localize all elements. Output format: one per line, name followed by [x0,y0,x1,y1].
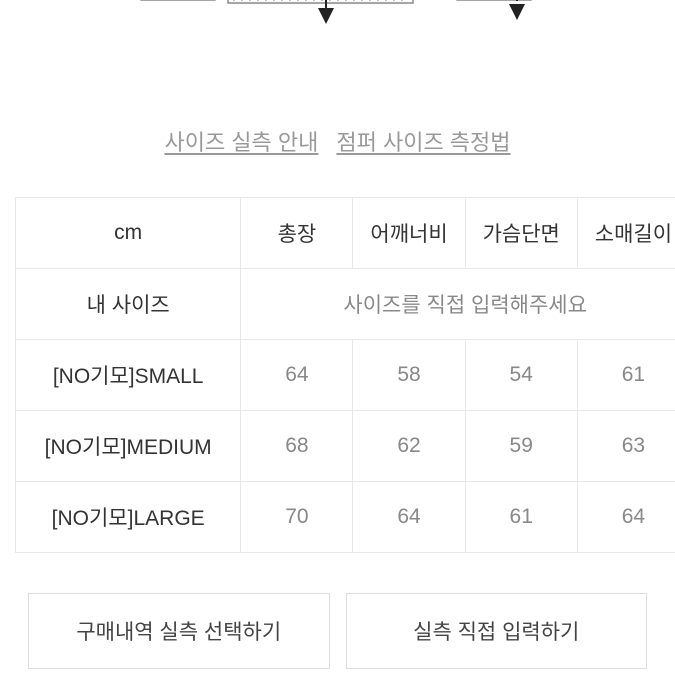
size-value: 58 [353,340,465,411]
table-header-row: cm 총장 어깨너비 가슴단면 소매길이 [16,198,675,269]
action-buttons-row: 구매내역 실측 선택하기 실측 직접 입력하기 [0,593,675,669]
size-label: [NO기모]MEDIUM [16,411,241,482]
guide-links-row: 사이즈 실측 안내 점퍼 사이즈 측정법 [0,125,675,157]
size-value: 68 [241,411,353,482]
table-row: [NO기모]MEDIUM 68 62 59 63 [16,411,675,482]
my-size-row[interactable]: 내 사이즈 사이즈를 직접 입력해주세요 [16,269,675,340]
column-header: 총장 [241,198,353,269]
unit-header: cm [16,198,241,269]
my-size-label: 내 사이즈 [16,269,241,340]
size-label: [NO기모]SMALL [16,340,241,411]
my-size-hint[interactable]: 사이즈를 직접 입력해주세요 [241,269,675,340]
size-value: 61 [577,340,675,411]
size-value: 70 [241,482,353,553]
table-row: [NO기모]SMALL 64 58 54 61 [16,340,675,411]
size-label: [NO기모]LARGE [16,482,241,553]
garment-diagram [0,0,675,70]
column-header: 소매길이 [577,198,675,269]
table-row: [NO기모]LARGE 70 64 61 64 [16,482,675,553]
size-table: cm 총장 어깨너비 가슴단면 소매길이 내 사이즈 사이즈를 직접 입력해주세… [15,197,675,553]
direct-input-button[interactable]: 실측 직접 입력하기 [346,593,648,669]
size-guide-link[interactable]: 사이즈 실측 안내 [164,125,318,157]
size-value: 64 [577,482,675,553]
size-value: 63 [577,411,675,482]
size-value: 62 [353,411,465,482]
select-purchase-button[interactable]: 구매내역 실측 선택하기 [28,593,330,669]
measurement-guide-link[interactable]: 점퍼 사이즈 측정법 [336,125,510,157]
column-header: 가슴단면 [465,198,577,269]
size-value: 61 [465,482,577,553]
size-value: 64 [241,340,353,411]
size-value: 59 [465,411,577,482]
column-header: 어깨너비 [353,198,465,269]
size-value: 54 [465,340,577,411]
size-value: 64 [353,482,465,553]
